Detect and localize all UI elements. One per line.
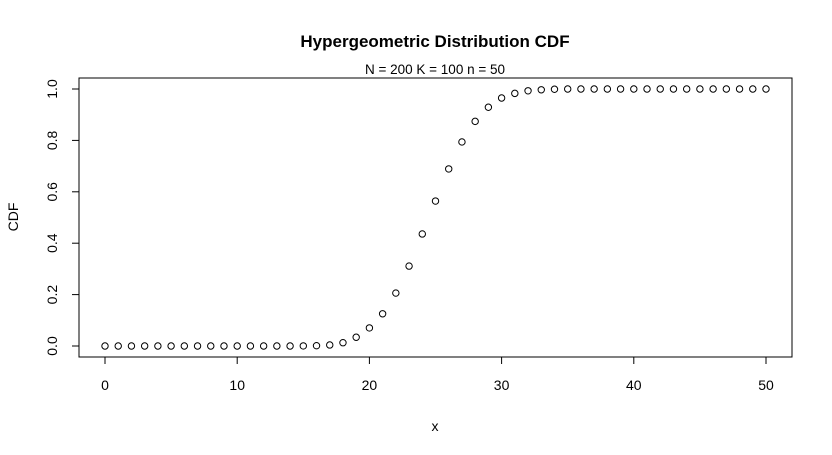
data-point <box>616 85 625 93</box>
data-point <box>312 341 321 350</box>
y-tick-label: 0.0 <box>44 336 60 356</box>
data-point <box>735 85 744 93</box>
x-tick-label: 10 <box>229 377 245 393</box>
data-point <box>378 310 387 318</box>
data-point <box>590 85 598 93</box>
data-point <box>418 230 426 238</box>
y-tick-label: 0.4 <box>44 233 60 253</box>
data-point <box>299 342 307 350</box>
data-point <box>537 86 545 94</box>
x-tick-label: 30 <box>494 377 510 393</box>
x-tick-label: 0 <box>101 377 109 393</box>
data-point <box>246 342 255 350</box>
data-point <box>722 85 731 93</box>
data-point <box>762 85 770 93</box>
data-point <box>564 85 572 93</box>
chart-subtitle: N = 200 K = 100 n = 50 <box>365 62 505 77</box>
data-point <box>101 342 109 350</box>
data-point <box>445 165 453 173</box>
data-point <box>352 333 360 341</box>
y-axis-label: CDF <box>5 203 21 232</box>
data-point <box>193 342 202 350</box>
data-point <box>511 89 519 98</box>
data-point <box>365 324 374 332</box>
data-point <box>273 342 281 350</box>
data-point <box>339 339 347 347</box>
data-point <box>167 342 175 350</box>
y-tick-label: 1.0 <box>44 79 60 99</box>
data-point <box>392 289 400 297</box>
data-point <box>497 94 506 102</box>
y-tick-label: 0.2 <box>44 285 60 305</box>
data-point <box>524 87 532 95</box>
data-point <box>550 85 559 93</box>
data-point <box>127 342 136 350</box>
data-point <box>656 85 664 93</box>
data-point <box>696 85 704 93</box>
data-point <box>286 342 294 350</box>
data-point <box>577 85 585 93</box>
data-point <box>140 342 149 350</box>
data-point <box>220 342 228 350</box>
data-point <box>709 85 717 93</box>
data-point <box>643 85 651 93</box>
data-point <box>682 85 691 93</box>
data-point <box>114 342 122 350</box>
data-point <box>405 262 413 270</box>
y-tick-label: 0.6 <box>44 182 60 202</box>
data-points <box>101 85 770 350</box>
data-point <box>484 103 493 111</box>
data-point <box>630 85 638 93</box>
data-point <box>603 85 612 93</box>
data-point <box>749 85 757 93</box>
y-tick-label: 0.8 <box>44 130 60 150</box>
plot-frame <box>78 77 793 358</box>
x-tick-label: 20 <box>362 377 378 393</box>
y-axis: 0.0 0.2 0.4 0.6 0.8 1.0 <box>44 79 80 356</box>
data-point <box>233 342 241 350</box>
data-point <box>207 342 215 350</box>
x-tick-label: 40 <box>626 377 642 393</box>
data-point <box>259 342 268 350</box>
chart-title: Hypergeometric Distribution CDF <box>300 32 569 51</box>
data-point <box>326 341 334 349</box>
data-point <box>471 117 479 126</box>
data-point <box>458 138 466 146</box>
data-point <box>154 342 162 350</box>
data-point <box>431 197 440 205</box>
x-axis-label: x <box>432 418 439 434</box>
x-tick-label: 50 <box>758 377 774 393</box>
data-point <box>180 342 189 350</box>
data-point <box>669 85 678 93</box>
x-axis: 0 10 20 30 40 50 <box>101 356 774 393</box>
